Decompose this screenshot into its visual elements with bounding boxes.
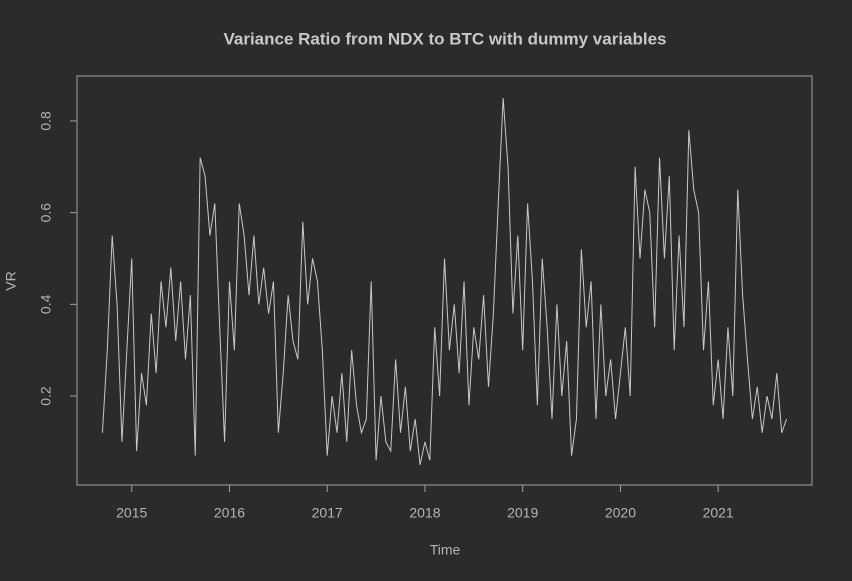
y-tick-label: 0.4 — [38, 294, 54, 314]
x-axis-label: Time — [430, 542, 461, 558]
y-axis-label: VR — [3, 271, 19, 290]
x-tick-label: 2017 — [312, 505, 343, 521]
y-tick-label: 0.2 — [38, 386, 54, 406]
data-line — [101, 97, 788, 465]
x-tick-label: 2016 — [214, 505, 245, 521]
y-tick-label: 0.6 — [38, 203, 54, 223]
x-tick-label: 2018 — [409, 505, 440, 521]
y-tick-label: 0.8 — [38, 111, 54, 131]
x-tick-label: 2021 — [703, 505, 734, 521]
x-tick-label: 2019 — [507, 505, 538, 521]
chart-title: Variance Ratio from NDX to BTC with dumm… — [223, 29, 666, 48]
x-tick-label: 2015 — [116, 505, 147, 521]
x-tick-label: 2020 — [605, 505, 636, 521]
